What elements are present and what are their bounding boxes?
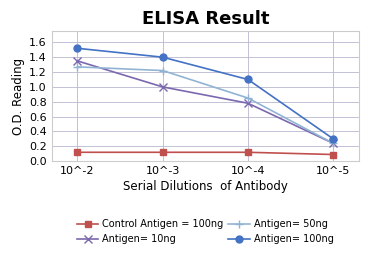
- Antigen= 10ng: [246, 102, 250, 105]
- Line: Antigen= 50ng: Antigen= 50ng: [73, 63, 337, 147]
- Control Antigen = 100ng: [246, 151, 250, 154]
- Y-axis label: O.D. Reading: O.D. Reading: [12, 58, 25, 135]
- Antigen= 100ng: [331, 137, 336, 140]
- Antigen= 50ng: [161, 69, 165, 72]
- Antigen= 100ng: [246, 78, 250, 81]
- Antigen= 50ng: [246, 96, 250, 100]
- Antigen= 10ng: [75, 59, 80, 62]
- Control Antigen = 100ng: [331, 153, 336, 156]
- Legend: Control Antigen = 100ng, Antigen= 10ng, Antigen= 50ng, Antigen= 100ng: Control Antigen = 100ng, Antigen= 10ng, …: [73, 216, 337, 248]
- Control Antigen = 100ng: [161, 151, 165, 154]
- Line: Antigen= 100ng: Antigen= 100ng: [74, 45, 337, 142]
- Antigen= 100ng: [75, 47, 80, 50]
- Antigen= 100ng: [161, 56, 165, 59]
- Line: Antigen= 10ng: Antigen= 10ng: [73, 57, 337, 147]
- Antigen= 50ng: [331, 142, 336, 145]
- Title: ELISA Result: ELISA Result: [142, 10, 269, 28]
- Antigen= 50ng: [75, 65, 80, 68]
- Antigen= 10ng: [161, 85, 165, 88]
- Line: Control Antigen = 100ng: Control Antigen = 100ng: [74, 149, 337, 158]
- X-axis label: Serial Dilutions  of Antibody: Serial Dilutions of Antibody: [123, 180, 288, 193]
- Control Antigen = 100ng: [75, 151, 80, 154]
- Antigen= 10ng: [331, 142, 336, 145]
